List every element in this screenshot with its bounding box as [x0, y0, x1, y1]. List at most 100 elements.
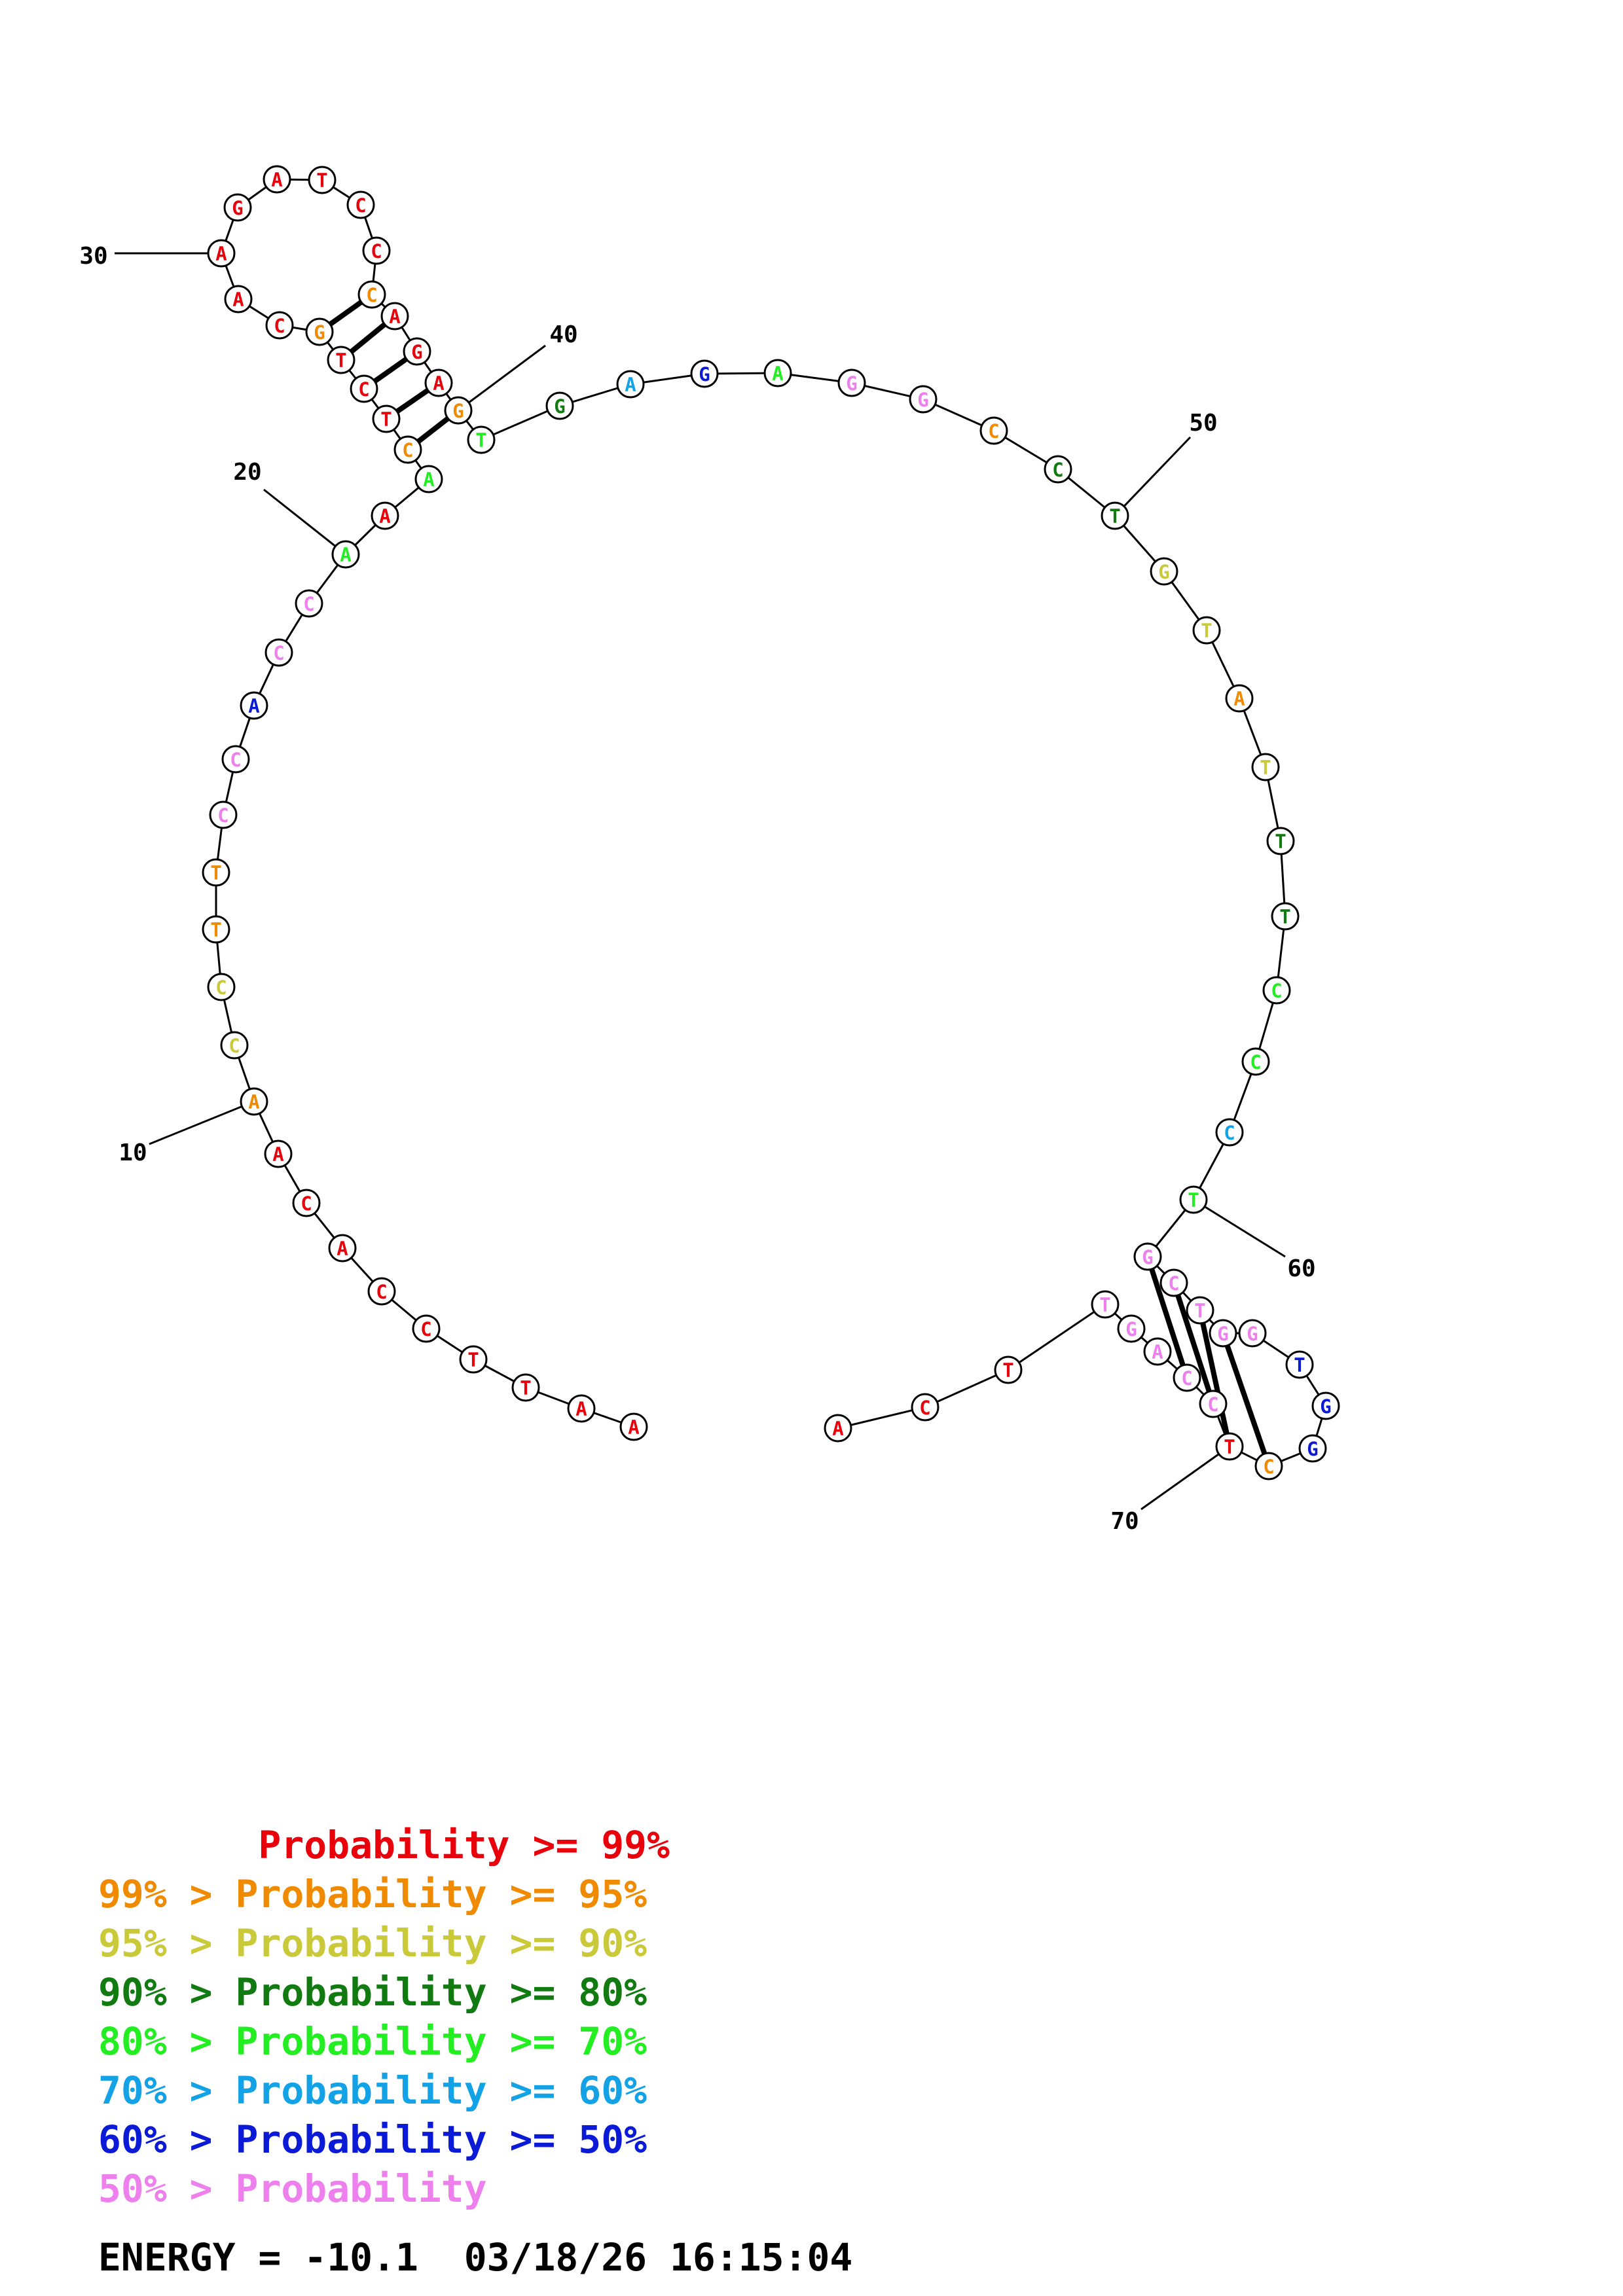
nucleotide-letter: T: [1260, 757, 1271, 779]
nucleotide-letter: T: [475, 429, 486, 452]
nucleotide-circle: [511, 1373, 540, 1402]
nucleotide-letter: T: [210, 862, 221, 884]
base-pair-64-69: [1224, 1344, 1267, 1455]
nucleotide-circle: [220, 1031, 249, 1060]
nucleotide-circle: [295, 589, 323, 618]
nucleotide-71: C: [1199, 1390, 1228, 1418]
nucleotide-73: A: [1143, 1337, 1172, 1366]
nucleotide-60: T: [1179, 1185, 1208, 1214]
nucleotide-18: C: [264, 638, 293, 667]
nucleotide-29: A: [224, 285, 253, 314]
nucleotide-circle: [459, 1345, 488, 1374]
nucleotide-letter: C: [215, 977, 227, 999]
nucleotide-circle: [1159, 1268, 1188, 1297]
nucleotide-circle: [264, 1139, 293, 1168]
nucleotide-circle: [221, 745, 250, 774]
nucleotide-letter: C: [420, 1318, 431, 1340]
nucleotide-circle: [1209, 1319, 1237, 1348]
base-pairs: [328, 300, 1267, 1455]
nucleotide-1: A: [619, 1412, 648, 1441]
nucleotide-circle: [1133, 1242, 1162, 1271]
nucleotide-letter: A: [340, 544, 351, 566]
nucleotide-23: C: [393, 435, 422, 464]
nucleotide-letter: T: [1194, 1300, 1205, 1322]
nucleotide-circle: [414, 465, 443, 493]
nucleotide-50: T: [1101, 501, 1129, 530]
nucleotide-letter: C: [1181, 1367, 1192, 1390]
nucleotide-67: G: [1311, 1391, 1340, 1420]
nucleotide-letter: G: [699, 363, 710, 386]
nucleotide-circle: [1150, 557, 1178, 586]
nucleotide-letter: A: [628, 1416, 639, 1439]
nucleotide-56: T: [1271, 902, 1300, 931]
nucleotide-circle: [327, 346, 356, 374]
nucleotide-39: A: [424, 368, 453, 397]
nucleotide-21: A: [371, 501, 399, 530]
nucleotide-letter: T: [1109, 505, 1120, 528]
nucleotide-circle: [1225, 684, 1254, 713]
nucleotide-circle: [567, 1394, 596, 1423]
nucleotide-circle: [264, 638, 293, 667]
legend-row: 95% > Probability >= 90%: [98, 1921, 647, 1965]
nucleotide-46: G: [837, 368, 866, 397]
nucleotide-letter: G: [452, 400, 464, 422]
nucleotide-65: G: [1238, 1319, 1267, 1348]
base-pair-27-36: [328, 300, 363, 327]
nucleotide-letter: G: [1142, 1246, 1153, 1268]
nucleotide-41: T: [467, 425, 496, 454]
legend-row: 80% > Probability >= 70%: [98, 2019, 647, 2064]
nucleotide-letter: C: [1250, 1051, 1261, 1073]
nucleotide-42: G: [545, 391, 574, 420]
nucleotide-circle: [911, 1393, 939, 1422]
nucleotide-letter: G: [1247, 1323, 1258, 1345]
nucleotide-6: C: [367, 1277, 396, 1306]
nucleotide-11: C: [220, 1031, 249, 1060]
nucleotide-letter: G: [1158, 561, 1169, 583]
nucleotide-circle: [292, 1189, 321, 1217]
base-pair-63-70: [1200, 1322, 1230, 1435]
nucleotide-38: G: [403, 337, 431, 366]
nucleotide-letter: A: [389, 306, 400, 328]
nucleotide-circle: [202, 915, 230, 944]
nucleotide-circle: [331, 540, 360, 569]
nucleotide-19: C: [295, 589, 323, 618]
nucleotide-circle: [545, 391, 574, 420]
nucleotide-circle: [619, 1412, 648, 1441]
nucleotide-circle: [1271, 902, 1300, 931]
nucleotide-letter: C: [1224, 1122, 1235, 1144]
nucleotide-letter: A: [232, 289, 244, 311]
nucleotide-circle: [1179, 1185, 1208, 1214]
nucleotide-letter: G: [1320, 1395, 1331, 1418]
nucleotide-letter: A: [575, 1398, 587, 1420]
nucleotide-letter: A: [433, 372, 444, 395]
legend-row: 99% > Probability >= 95%: [98, 1872, 647, 1916]
backbone-segment: [481, 404, 560, 441]
nucleotide-12: C: [207, 973, 236, 1001]
nucleotide-34: C: [346, 190, 375, 219]
nucleotide-letter: C: [1207, 1393, 1218, 1416]
nucleotide-47: G: [909, 385, 938, 414]
nucleotide-24: T: [372, 404, 401, 433]
nucleotide-circle: [1311, 1391, 1340, 1420]
nucleotide-circle: [263, 165, 291, 194]
tick-line-60: [1193, 1198, 1286, 1258]
nucleotide-74: G: [1117, 1314, 1146, 1343]
nucleotide-circle: [824, 1414, 852, 1443]
nucleotide-circle: [380, 302, 409, 331]
nucleotide-27: G: [305, 317, 334, 346]
nucleotide-77: C: [911, 1393, 939, 1422]
nucleotide-letter: C: [1168, 1272, 1179, 1295]
tick-line-50: [1114, 436, 1192, 517]
base-pair-61-72: [1149, 1268, 1186, 1367]
nucleotide-letter: G: [846, 372, 857, 395]
base-pair-24-39: [395, 388, 429, 414]
nucleotide-circle: [1251, 753, 1280, 781]
nucleotide-26: T: [327, 346, 356, 374]
nucleotide-letter: C: [228, 1035, 240, 1057]
nucleotide-letter: G: [917, 389, 928, 411]
nucleotide-31: G: [223, 193, 252, 222]
nucleotide-circle: [207, 973, 236, 1001]
nucleotide-letter: A: [272, 1143, 283, 1166]
nucleotide-letter: C: [376, 1281, 387, 1303]
nucleotide-circle: [979, 416, 1008, 445]
